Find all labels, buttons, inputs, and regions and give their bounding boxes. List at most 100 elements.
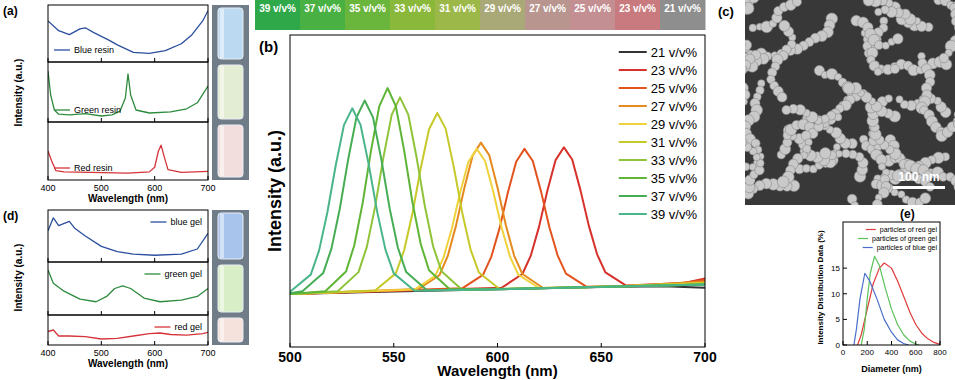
series-group [290,149,705,294]
series-group [290,147,705,294]
x-tick-label: 500 [94,183,109,193]
x-tick [48,258,49,262]
swatch-label: 25 v/v% [574,3,611,14]
x-tick [48,58,49,62]
legend-swatch [866,229,876,230]
legend-label: 21 v/v% [651,45,698,60]
plot-frame [48,210,208,262]
legend-swatch [619,69,647,71]
swatch-label: 39 v/v% [259,3,296,14]
x-tick-label: 600 [147,348,162,358]
scale-bar-label: 100 nm [898,170,939,184]
x-tick [101,341,102,345]
x-tick-label: 700 [200,183,215,193]
y-tick [843,345,847,346]
legend-label: 39 v/v% [651,207,698,222]
color-swatch [345,0,391,30]
x-tick [101,258,102,262]
y-axis-label: Intensity (a.u.) [13,244,24,312]
particle [954,181,955,193]
legend-label: Red resin [74,163,113,173]
x-axis-label: Wavelength (nm) [437,362,557,379]
legend-swatch [619,213,647,215]
x-tick [154,58,155,62]
series-group [48,218,208,255]
particle [745,40,752,50]
photo [212,210,249,262]
particle [745,138,747,146]
photo [212,315,249,345]
x-tick-label: 500 [94,348,109,358]
swatch-label: 23 v/v% [619,3,656,14]
particle [885,95,893,103]
vial [218,265,243,312]
particle [745,1,746,8]
photo [212,122,249,180]
series-line [48,270,208,302]
series-group [290,143,705,294]
color-swatch [570,0,616,30]
vial-highlight [220,266,224,311]
x-axis-label: Diameter (nm) [861,364,922,374]
plot-frame [48,262,208,315]
x-tick [48,311,49,315]
plot-frame [48,62,208,122]
vial [218,8,243,59]
series-line [290,149,705,294]
x-tick [101,118,102,122]
series-line [854,273,909,345]
y-tick [843,268,847,269]
x-tick-label: 700 [693,349,717,365]
x-tick [208,311,209,315]
x-tick [154,341,155,345]
x-tick-label: 600 [909,348,923,357]
legend-swatch [619,51,647,53]
series-line [290,149,705,294]
legend-swatch [619,141,647,143]
x-tick [915,341,916,345]
particle [777,92,787,102]
vial [218,213,243,259]
particle [843,82,855,94]
particle [891,189,898,196]
x-tick-label: 400 [40,183,55,193]
photo [212,262,249,315]
x-axis-label: Wavelength (nm) [88,193,168,204]
y-tick-label: 5 [836,315,841,324]
color-swatch [615,0,661,30]
x-tick [393,343,394,347]
particle [745,39,746,51]
particle [782,106,791,115]
sem-background [745,0,955,205]
x-tick [843,341,844,345]
x-tick-label: 0 [841,348,846,357]
legend-swatch [54,109,70,110]
particle [745,2,754,14]
vial-highlight [220,66,224,118]
x-tick [101,58,102,62]
panel-label: (c) [718,4,734,19]
legend-swatch [154,326,170,327]
legend-label: 37 v/v% [651,189,698,204]
particle [920,193,931,204]
series-group [290,97,705,294]
y-tick [843,293,847,294]
x-tick [705,343,706,347]
series-line [290,101,705,294]
legend-label: Green resin [74,105,121,115]
series-line [48,218,208,255]
legend-label: 23 v/v% [651,63,698,78]
series-line [48,11,208,54]
x-tick [867,341,868,345]
x-tick-label: 550 [382,349,406,365]
legend-swatch [619,105,647,107]
y-tick-label: 0 [836,341,841,350]
color-swatch [480,0,526,30]
legend-label: 31 v/v% [651,135,698,150]
particle [893,34,903,44]
scale-bar [893,186,945,189]
legend-swatch [863,247,873,248]
vial [218,318,243,342]
particle [896,96,903,103]
series-line [48,71,208,116]
